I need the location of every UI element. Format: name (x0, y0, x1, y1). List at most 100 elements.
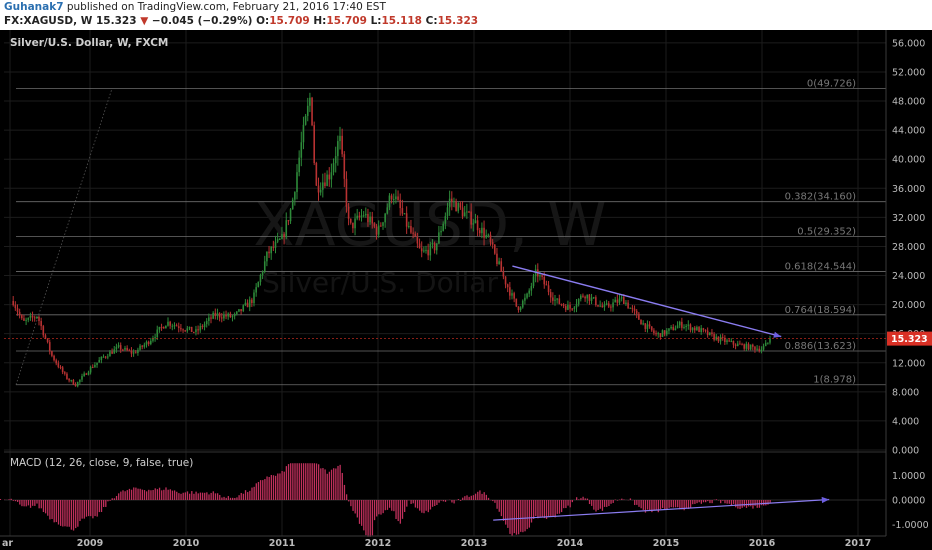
candle (386, 203, 389, 215)
candle-body (732, 341, 735, 345)
candle-body (468, 211, 470, 213)
candle-body (231, 316, 234, 318)
candle-body (96, 362, 98, 365)
candle (709, 332, 711, 336)
candle-body (524, 297, 526, 301)
candle (38, 315, 40, 326)
candle-body (274, 241, 277, 248)
candle-body (653, 330, 655, 334)
candle-body (401, 208, 404, 214)
candle (369, 211, 371, 225)
candle-body (481, 227, 483, 234)
candle (55, 358, 57, 366)
x-tick-label: 2011 (269, 538, 295, 549)
candle-body (410, 226, 412, 233)
candle-body (648, 324, 651, 327)
header: Guhanak7 published on TradingView.com, F… (0, 0, 932, 30)
candle (137, 347, 139, 356)
candle (711, 328, 713, 337)
candle (343, 151, 346, 188)
candle-body (296, 172, 298, 193)
candle (431, 239, 434, 249)
candle (457, 202, 460, 214)
candle-body (446, 207, 449, 217)
candle-body (511, 293, 513, 296)
candle (274, 235, 277, 254)
candle (494, 243, 496, 255)
candle-body (655, 333, 657, 335)
candle (532, 273, 535, 289)
candle (721, 333, 724, 341)
candle-body (678, 321, 681, 326)
candle (216, 308, 219, 320)
candle (104, 355, 107, 359)
candle (143, 342, 146, 349)
fibonacci-label: 0.382(34.160) (785, 192, 857, 203)
candle (448, 190, 451, 216)
candle-body (117, 345, 120, 347)
candle (429, 241, 432, 261)
candle-body (186, 328, 189, 331)
candle-body (156, 329, 159, 338)
candle (569, 301, 571, 312)
candle (524, 293, 526, 305)
candle-body (255, 287, 257, 293)
candle (470, 203, 472, 229)
candle (298, 150, 300, 177)
candle (657, 331, 659, 338)
candle (549, 288, 552, 303)
candle (672, 324, 675, 331)
candle (760, 346, 763, 354)
candle-body (562, 304, 565, 307)
candle-body (519, 307, 522, 310)
candle (577, 298, 580, 307)
candle (31, 311, 34, 322)
candle-body (169, 321, 171, 326)
candle (588, 293, 591, 305)
candle (734, 343, 737, 350)
candle (468, 210, 470, 214)
candle (476, 215, 479, 237)
author-link[interactable]: Guhanak7 (4, 1, 64, 13)
y-tick-label: 52.000 (892, 67, 925, 78)
fibonacci-label: 0.886(13.623) (785, 341, 857, 352)
candle (713, 332, 715, 342)
candle (601, 302, 604, 308)
candle (18, 308, 21, 319)
candle-body (403, 213, 406, 215)
candle (502, 266, 505, 280)
candle-body (605, 303, 608, 305)
trendline-layer[interactable] (493, 265, 830, 521)
candle-body (100, 356, 103, 361)
candle-body (433, 243, 436, 251)
open-label: O: (256, 15, 270, 27)
candle-body (365, 213, 367, 216)
candle-body (289, 209, 292, 222)
candle-body (21, 315, 23, 319)
candle-body (167, 321, 169, 326)
candle (367, 208, 369, 227)
candle (519, 306, 522, 312)
x-tick-label: 2015 (653, 538, 679, 549)
candle-body (726, 340, 728, 343)
candle (289, 208, 292, 224)
candle-body (627, 302, 629, 309)
candle (607, 301, 610, 309)
candle-body (618, 298, 621, 303)
x-tick-label: 2009 (77, 538, 103, 549)
candle-body (747, 343, 750, 350)
candle-body (85, 373, 88, 375)
candle-body (147, 341, 150, 345)
candle-body (440, 230, 442, 233)
candle-body (14, 304, 17, 309)
candle (451, 191, 453, 211)
candle-body (580, 295, 582, 300)
candle-body (767, 342, 769, 344)
candle (485, 229, 487, 239)
candle (195, 325, 197, 336)
chart-canvas[interactable]: XAGUSD, W Silver/U.S. Dollar 0(49.726)0.… (0, 30, 932, 550)
candle (597, 304, 599, 308)
candle (205, 318, 208, 328)
candle-body (461, 207, 464, 217)
candle (57, 360, 60, 369)
